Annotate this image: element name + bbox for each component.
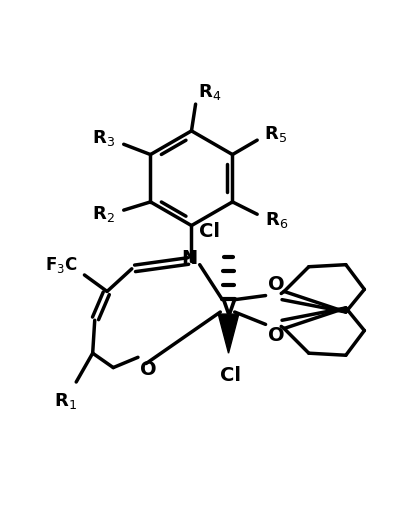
- Text: N: N: [181, 249, 197, 268]
- Text: R$_4$: R$_4$: [198, 82, 222, 102]
- Text: V: V: [221, 298, 237, 318]
- Text: O: O: [268, 275, 284, 294]
- Text: R$_2$: R$_2$: [92, 204, 115, 224]
- Text: O: O: [140, 360, 157, 379]
- Polygon shape: [218, 314, 239, 353]
- Text: F$_3$C: F$_3$C: [45, 255, 78, 276]
- Text: O: O: [268, 326, 284, 345]
- Text: Cl: Cl: [200, 222, 221, 241]
- Text: R$_3$: R$_3$: [92, 128, 115, 148]
- Text: R$_5$: R$_5$: [264, 124, 287, 144]
- Text: R$_1$: R$_1$: [55, 390, 77, 410]
- Text: Cl: Cl: [220, 367, 241, 385]
- Text: R$_6$: R$_6$: [265, 210, 289, 231]
